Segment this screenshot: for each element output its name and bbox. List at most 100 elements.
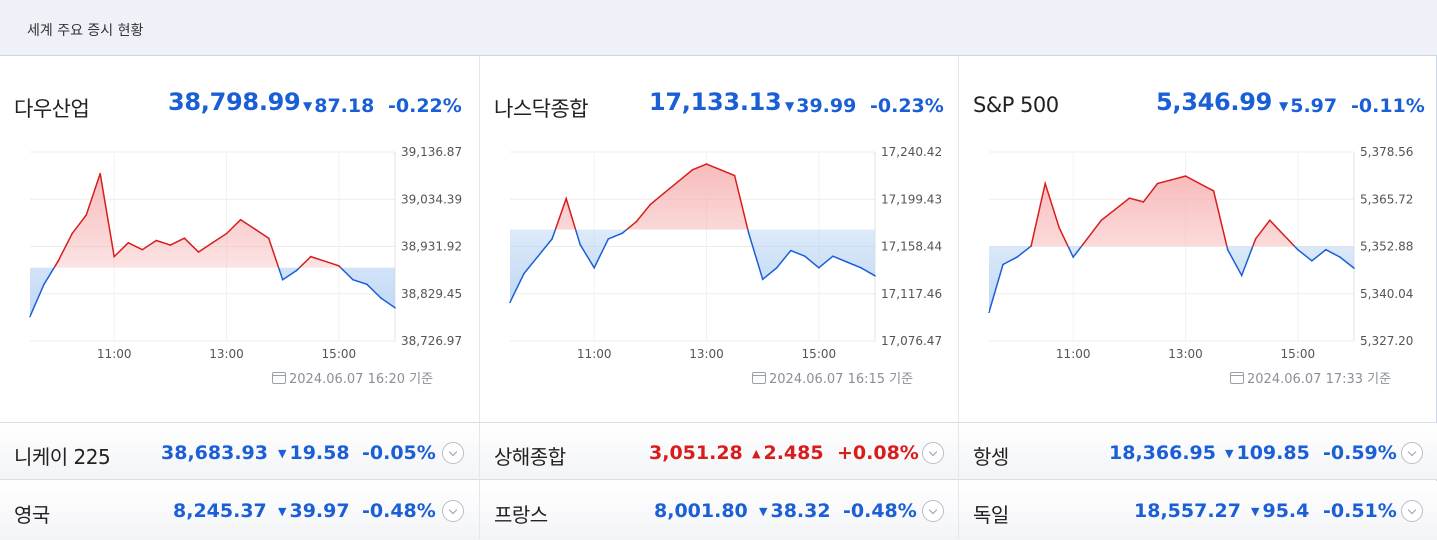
chevron-down-icon[interactable]	[1401, 442, 1423, 464]
area-below-baseline	[510, 229, 875, 303]
data-point	[1325, 248, 1327, 251]
x-tick-label: 11:00	[577, 347, 612, 361]
data-point	[607, 238, 610, 240]
data-point	[537, 255, 539, 257]
sub-index-change: ▼ 19.58	[278, 442, 350, 464]
up-arrow-icon: ▲	[752, 447, 761, 460]
data-point	[169, 244, 172, 246]
timestamp-text: 2024.06.07 17:33 기준	[1247, 372, 1392, 387]
intraday-chart-nasdaq[interactable]: 17,240.42 17,199.43 17,158.44 17,117.46 17,0…	[480, 141, 959, 366]
index-panel-nasdaq[interactable]: 나스닥종합 17,133.13 ▼ 39.99 -0.23% 17,240.42 1…	[479, 56, 958, 422]
data-point	[988, 311, 990, 314]
data-point	[818, 267, 820, 269]
timestamp-text: 2024.06.07 16:20 기준	[289, 372, 434, 387]
sub-index-nikkei[interactable]: 니케이 225 38,683.93 ▼ 19.58 -0.05%	[0, 423, 479, 481]
intraday-chart-dow[interactable]: 39,136.87 39,034.39 38,931.92 38,829.45 38,7…	[0, 141, 479, 366]
x-tick-label: 11:00	[1056, 347, 1091, 361]
down-arrow-icon: ▼	[785, 99, 795, 113]
index-value: 38,798.99	[168, 88, 301, 116]
data-point	[663, 192, 666, 194]
price-line-down	[510, 229, 875, 303]
data-point	[649, 203, 652, 206]
sub-index-germany[interactable]: 독일 18,557.27 ▼ 95.4 -0.51%	[958, 481, 1437, 539]
title-bar: 세계 주요 증시 현황	[0, 0, 1437, 56]
data-point	[310, 255, 312, 258]
data-point	[71, 232, 73, 235]
sub-index-name[interactable]: 독일	[973, 503, 1009, 527]
y-tick-label: 17,240.42	[881, 145, 942, 159]
data-point	[1156, 182, 1159, 185]
data-point	[1072, 256, 1074, 258]
area-above-baseline	[555, 164, 748, 230]
index-change-pct: -0.11%	[1351, 95, 1425, 117]
sub-index-shanghai[interactable]: 상해종합 3,051.28 ▲ 2.485 +0.08%	[479, 423, 958, 481]
data-point	[113, 255, 115, 258]
sub-index-uk[interactable]: 영국 8,245.37 ▼ 39.97 -0.48%	[0, 481, 479, 539]
data-point	[1226, 248, 1229, 251]
calendar-icon	[1230, 372, 1244, 384]
data-point	[593, 267, 595, 269]
index-panel-sp500[interactable]: S&P 500 5,346.99 ▼ 5.97 -0.11% 5,378.56 5,…	[958, 56, 1437, 422]
widget-title: 세계 주요 증시 현황	[27, 23, 144, 39]
chevron-down-icon[interactable]	[922, 500, 944, 522]
sub-index-name[interactable]: 항셍	[973, 445, 1009, 469]
sub-index-name[interactable]: 프랑스	[494, 503, 548, 527]
data-point	[127, 242, 130, 244]
calendar-icon	[272, 372, 286, 384]
data-point	[874, 275, 876, 277]
sub-index-hangseng[interactable]: 항셍 18,366.95 ▼ 109.85 -0.59%	[958, 423, 1437, 481]
y-tick-label: 5,365.72	[1360, 192, 1413, 206]
index-panel-dow[interactable]: 다우산업 38,798.99 ▼ 87.18 -0.22% 39,136.87 39…	[0, 56, 479, 422]
sub-index-change: ▲ 2.485	[752, 442, 824, 464]
y-tick-label: 5,378.56	[1360, 145, 1413, 159]
sub-index-value: 18,366.95	[1109, 442, 1216, 464]
sub-index-value: 18,557.27	[1134, 500, 1241, 522]
sub-index-change: ▼ 39.97	[278, 500, 350, 522]
data-point	[183, 237, 186, 239]
data-point	[1184, 175, 1187, 177]
data-point	[29, 315, 31, 318]
index-value: 5,346.99	[1156, 88, 1273, 116]
data-point	[253, 228, 256, 230]
data-point	[1114, 208, 1117, 211]
chevron-down-icon[interactable]	[1401, 500, 1423, 522]
sub-index-change-pct: -0.48%	[362, 500, 436, 522]
data-point	[719, 169, 722, 171]
sub-index-name[interactable]: 니케이 225	[14, 445, 111, 469]
sub-index-name[interactable]: 상해종합	[494, 445, 566, 469]
data-point	[509, 301, 511, 304]
y-tick-label: 5,340.04	[1360, 287, 1413, 301]
chevron-down-icon[interactable]	[922, 442, 944, 464]
data-point	[338, 265, 340, 267]
index-name[interactable]: S&P 500	[973, 93, 1059, 117]
data-point	[1016, 256, 1018, 258]
data-point	[775, 267, 778, 269]
data-point	[324, 260, 326, 262]
down-arrow-icon: ▼	[1225, 447, 1234, 460]
sub-index-row: 영국 8,245.37 ▼ 39.97 -0.48% 프랑스 8,001.80 ▼…	[0, 481, 1437, 540]
sub-index-change-value: 109.85	[1236, 442, 1310, 464]
data-point	[579, 243, 581, 246]
data-point	[394, 307, 396, 309]
data-point	[1339, 256, 1341, 258]
timestamp: 2024.06.07 16:15 기준	[752, 368, 913, 387]
area-above-baseline	[989, 176, 1354, 247]
index-name[interactable]: 다우산업	[14, 97, 90, 121]
sub-index-name[interactable]: 영국	[14, 503, 50, 527]
down-arrow-icon: ▼	[1279, 99, 1289, 113]
data-point	[197, 251, 200, 253]
data-point	[1311, 260, 1313, 262]
sub-index-change-value: 38.32	[770, 500, 831, 522]
index-name[interactable]: 나스닥종합	[494, 97, 589, 121]
chevron-down-icon[interactable]	[442, 442, 464, 464]
data-point	[1044, 182, 1046, 185]
sub-index-france[interactable]: 프랑스 8,001.80 ▼ 38.32 -0.48%	[479, 481, 958, 539]
sub-index-change-pct: -0.51%	[1323, 500, 1397, 522]
data-point	[211, 242, 214, 244]
area-below-baseline	[989, 246, 1354, 313]
intraday-chart-sp500[interactable]: 5,378.56 5,365.72 5,352.88 5,340.04 5,327.20…	[959, 141, 1437, 366]
timestamp-text: 2024.06.07 16:15 기준	[769, 372, 914, 387]
sub-index-change-value: 39.97	[289, 500, 350, 522]
y-tick-label: 5,352.88	[1360, 240, 1413, 254]
chevron-down-icon[interactable]	[442, 500, 464, 522]
